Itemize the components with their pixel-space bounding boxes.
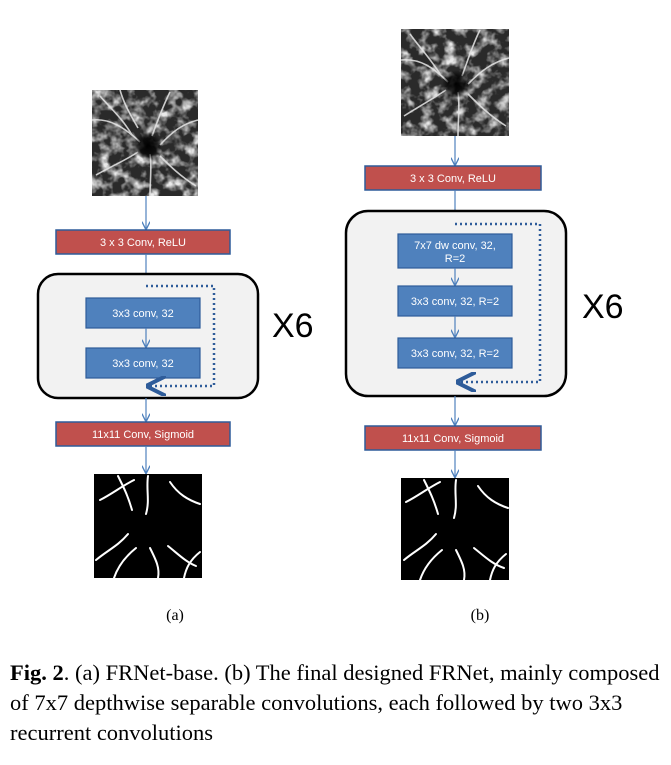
repeat-label-a: X6 — [272, 307, 314, 345]
sigmoid-label-b: 11x11 Conv, Sigmoid — [402, 433, 504, 445]
sigmoid-block-a: 11x11 Conv, Sigmoid — [55, 421, 231, 447]
repeat-label-b: X6 — [582, 288, 624, 326]
conv-block-b2: 3x3 conv, 32, R=2 — [397, 285, 513, 317]
conv-relu-label-b: 3 x 3 Conv, ReLU — [410, 173, 496, 185]
conv-a2-label: 3x3 conv, 32 — [112, 358, 174, 370]
conv-b3-label: 3x3 conv, 32, R=2 — [411, 348, 499, 360]
sublabel-b: (b) — [471, 607, 490, 624]
conv-relu-label-a: 3 x 3 Conv, ReLU — [100, 237, 186, 249]
caption-text: . (a) FRNet-base. (b) The final designed… — [10, 660, 660, 745]
panel-b: 3 x 3 Conv, ReLU 7x7 dw conv, 32, R=2 3x… — [344, 29, 624, 624]
conv-block-b3: 3x3 conv, 32, R=2 — [397, 337, 513, 369]
conv-b2-label: 3x3 conv, 32, R=2 — [411, 296, 499, 308]
dw-conv-block-b1: 7x7 dw conv, 32, R=2 — [397, 233, 513, 269]
conv-block-a2: 3x3 conv, 32 — [85, 347, 201, 379]
repeat-container-a — [36, 272, 260, 400]
recurrent-loop-a — [146, 284, 216, 386]
conv-relu-block-b: 3 x 3 Conv, ReLU — [364, 165, 542, 191]
sigmoid-block-b: 11x11 Conv, Sigmoid — [364, 425, 542, 451]
panel-a: 3 x 3 Conv, ReLU 3x3 conv, 32 3x3 conv, … — [36, 89, 314, 624]
figure-caption: Fig. 2. (a) FRNet-base. (b) The final de… — [10, 658, 662, 748]
dw-conv-label-line2: R=2 — [445, 253, 466, 265]
conv-a1-label: 3x3 conv, 32 — [112, 308, 174, 320]
dw-conv-label-line1: 7x7 dw conv, 32, — [414, 240, 496, 252]
input-image-b — [400, 29, 510, 137]
conv-relu-block-a: 3 x 3 Conv, ReLU — [55, 229, 231, 255]
figure-diagram: 3 x 3 Conv, ReLU 3x3 conv, 32 3x3 conv, … — [36, 29, 624, 624]
sigmoid-label-a: 11x11 Conv, Sigmoid — [92, 429, 194, 441]
output-image-b — [401, 478, 509, 581]
caption-label: Fig. 2 — [10, 660, 64, 685]
output-image-a — [94, 474, 202, 579]
input-image-a — [91, 89, 199, 197]
conv-block-a1: 3x3 conv, 32 — [85, 297, 201, 329]
sublabel-a: (a) — [166, 607, 184, 624]
